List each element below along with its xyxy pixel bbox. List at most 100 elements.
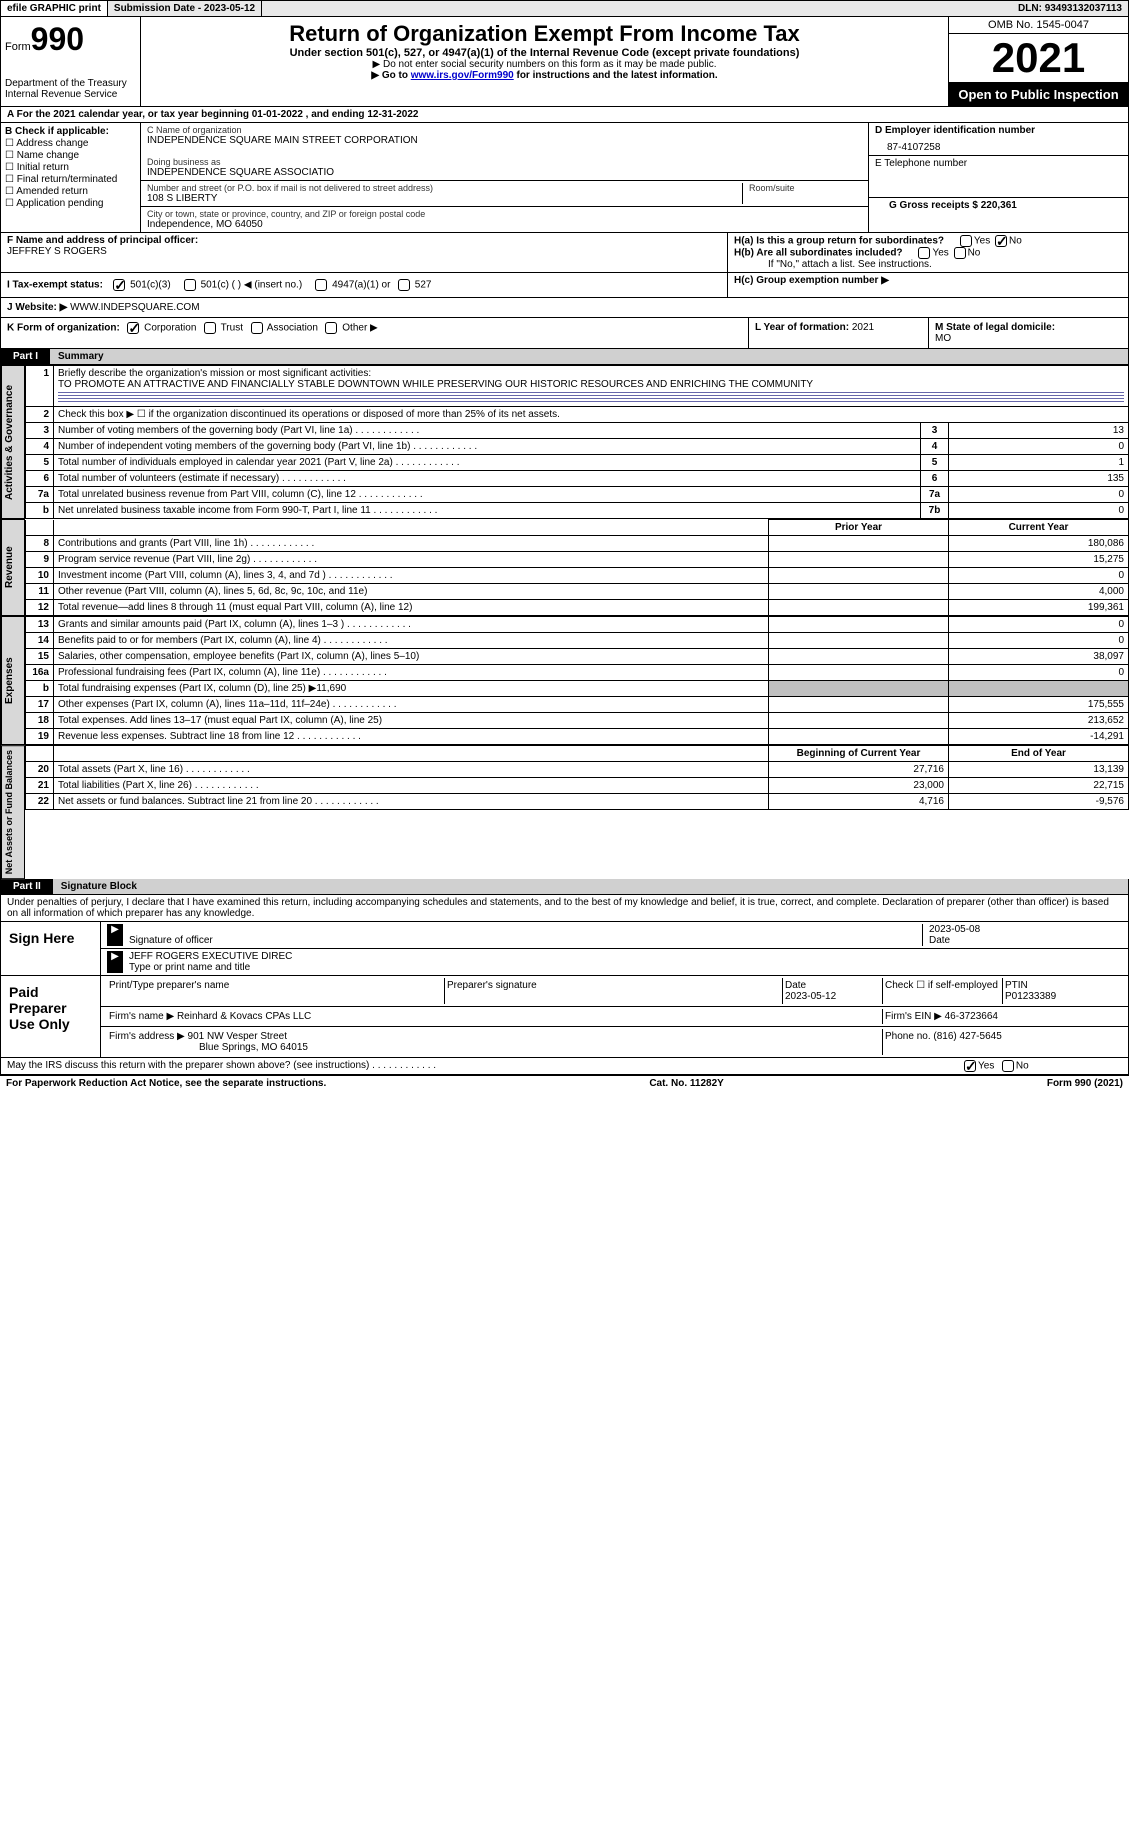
- firm-phone: (816) 427-5645: [933, 1031, 1001, 1042]
- mission-text: TO PROMOTE AN ATTRACTIVE AND FINANCIALLY…: [58, 379, 1124, 390]
- check-4947[interactable]: [315, 279, 327, 291]
- row-22: 22Net assets or fund balances. Subtract …: [26, 794, 1129, 810]
- check-other[interactable]: [325, 322, 337, 334]
- row-ij: I Tax-exempt status: 501(c)(3) 501(c) ( …: [0, 273, 1129, 298]
- officer-name: JEFFREY S ROGERS: [7, 246, 721, 257]
- open-inspection: Open to Public Inspection: [949, 83, 1128, 106]
- header-spacer: [262, 1, 1012, 16]
- check-assoc[interactable]: [251, 322, 263, 334]
- irs-link[interactable]: www.irs.gov/Form990: [411, 70, 514, 81]
- netassets-section: Net Assets or Fund Balances Beginning of…: [0, 745, 1129, 879]
- firm-ein: 46-3723664: [945, 1011, 998, 1022]
- discuss-yes[interactable]: [964, 1060, 976, 1072]
- org-name-label: C Name of organization: [147, 125, 862, 135]
- col-c: C Name of organization INDEPENDENCE SQUA…: [141, 123, 868, 232]
- check-initial[interactable]: ☐ Initial return: [5, 162, 136, 173]
- expenses-table: 13Grants and similar amounts paid (Part …: [25, 616, 1129, 745]
- dept-label: Department of the Treasury: [5, 78, 136, 89]
- check-amended[interactable]: ☐ Amended return: [5, 186, 136, 197]
- check-corp[interactable]: [127, 322, 139, 334]
- revenue-section: Revenue Prior YearCurrent Year 8Contribu…: [0, 519, 1129, 616]
- row-21: 21Total liabilities (Part X, line 26)23,…: [26, 778, 1129, 794]
- check-501c3[interactable]: [113, 279, 125, 291]
- summary-table-1: 1 Briefly describe the organization's mi…: [25, 365, 1129, 519]
- form-title: Return of Organization Exempt From Incom…: [145, 21, 944, 47]
- row-13: 13Grants and similar amounts paid (Part …: [26, 617, 1129, 633]
- row-8: 8Contributions and grants (Part VIII, li…: [26, 536, 1129, 552]
- submission-cell: Submission Date - 2023-05-12: [108, 1, 262, 16]
- check-name[interactable]: ☐ Name change: [5, 150, 136, 161]
- row-k: K Form of organization: Corporation Trus…: [0, 318, 1129, 349]
- row-7a: 7aTotal unrelated business revenue from …: [26, 487, 1129, 503]
- check-final[interactable]: ☐ Final return/terminated: [5, 174, 136, 185]
- row-6: 6Total number of volunteers (estimate if…: [26, 471, 1129, 487]
- begin-year-hdr: Beginning of Current Year: [769, 746, 949, 762]
- efile-label[interactable]: efile GRAPHIC print: [1, 1, 108, 16]
- hb-yes[interactable]: [918, 247, 930, 259]
- row-12: 12Total revenue—add lines 8 through 11 (…: [26, 600, 1129, 616]
- row-20: 20Total assets (Part X, line 16)27,71613…: [26, 762, 1129, 778]
- tax-year: 2021: [949, 34, 1128, 83]
- row-16b: bTotal fundraising expenses (Part IX, co…: [26, 681, 1129, 697]
- prep-name-label: Print/Type preparer's name: [109, 980, 229, 991]
- penalty-text: Under penalties of perjury, I declare th…: [0, 895, 1129, 922]
- check-address[interactable]: ☐ Address change: [5, 138, 136, 149]
- check-trust[interactable]: [204, 322, 216, 334]
- signature-block: Sign Here ▶ Signature of officer 2023-05…: [0, 922, 1129, 1058]
- check-501c[interactable]: [184, 279, 196, 291]
- col-b: B Check if applicable: ☐ Address change …: [1, 123, 141, 232]
- row-7b: bNet unrelated business taxable income f…: [26, 503, 1129, 519]
- row-18: 18Total expenses. Add lines 13–17 (must …: [26, 713, 1129, 729]
- pra-notice: For Paperwork Reduction Act Notice, see …: [6, 1078, 326, 1089]
- firm-addr: 901 NW Vesper Street: [188, 1031, 288, 1042]
- city-value: Independence, MO 64050: [147, 219, 862, 230]
- room-label: Room/suite: [749, 183, 862, 193]
- discuss-no[interactable]: [1002, 1060, 1014, 1072]
- self-employed-check[interactable]: Check ☐ if self-employed: [885, 980, 998, 991]
- form-label-col: Form990 Department of the Treasury Inter…: [1, 17, 141, 106]
- ha-no[interactable]: [995, 235, 1007, 247]
- hb-no[interactable]: [954, 247, 966, 259]
- row-19: 19Revenue less expenses. Subtract line 1…: [26, 729, 1129, 745]
- city-label: City or town, state or province, country…: [147, 209, 862, 219]
- hc-label: H(c) Group exemption number ▶: [734, 275, 889, 286]
- prep-date: 2023-05-12: [785, 991, 836, 1002]
- firm-addr2: Blue Springs, MO 64015: [109, 1042, 308, 1053]
- revenue-table: Prior YearCurrent Year 8Contributions an…: [25, 519, 1129, 616]
- row-17: 17Other expenses (Part IX, column (A), l…: [26, 697, 1129, 713]
- note-link: ▶ Go to www.irs.gov/Form990 for instruct…: [145, 70, 944, 81]
- check-pending[interactable]: ☐ Application pending: [5, 198, 136, 209]
- cat-number: Cat. No. 11282Y: [649, 1078, 723, 1089]
- org-name: INDEPENDENCE SQUARE MAIN STREET CORPORAT…: [147, 135, 862, 146]
- row-15: 15Salaries, other compensation, employee…: [26, 649, 1129, 665]
- year-formation: 2021: [852, 322, 874, 333]
- gross-label: G Gross receipts $: [889, 200, 981, 211]
- prior-year-hdr: Prior Year: [769, 520, 949, 536]
- gross-value: 220,361: [981, 200, 1017, 211]
- website-value: WWW.INDEPSQUARE.COM: [70, 302, 199, 313]
- note-ssn: ▶ Do not enter social security numbers o…: [145, 59, 944, 70]
- vlabel-expenses: Expenses: [1, 616, 25, 745]
- hb-row: H(b) Are all subordinates included? Yes …: [734, 247, 1122, 259]
- officer-label: F Name and address of principal officer:: [7, 235, 198, 246]
- irs-label: Internal Revenue Service: [5, 89, 136, 100]
- row-11: 11Other revenue (Part VIII, column (A), …: [26, 584, 1129, 600]
- vlabel-activities: Activities & Governance: [1, 365, 25, 519]
- col-b-header: B Check if applicable:: [5, 126, 109, 137]
- ein-label: D Employer identification number: [875, 125, 1035, 136]
- prep-sig-label: Preparer's signature: [447, 980, 537, 991]
- phone-label: E Telephone number: [875, 158, 1122, 169]
- vlabel-revenue: Revenue: [1, 519, 25, 616]
- part1-header: Part ISummary: [0, 349, 1129, 365]
- hb-note: If "No," attach a list. See instructions…: [734, 259, 1122, 270]
- sign-here-label: Sign Here: [1, 922, 101, 975]
- row-16a: 16aProfessional fundraising fees (Part I…: [26, 665, 1129, 681]
- ha-yes[interactable]: [960, 235, 972, 247]
- col-d: D Employer identification number 87-4107…: [868, 123, 1128, 232]
- netassets-table: Beginning of Current YearEnd of Year 20T…: [25, 745, 1129, 810]
- dba-label: Doing business as: [147, 157, 862, 167]
- firm-name: Reinhard & Kovacs CPAs LLC: [177, 1011, 311, 1022]
- check-527[interactable]: [398, 279, 410, 291]
- title-center: Return of Organization Exempt From Incom…: [141, 17, 948, 106]
- printed-name: JEFF ROGERS EXECUTIVE DIREC: [129, 951, 292, 962]
